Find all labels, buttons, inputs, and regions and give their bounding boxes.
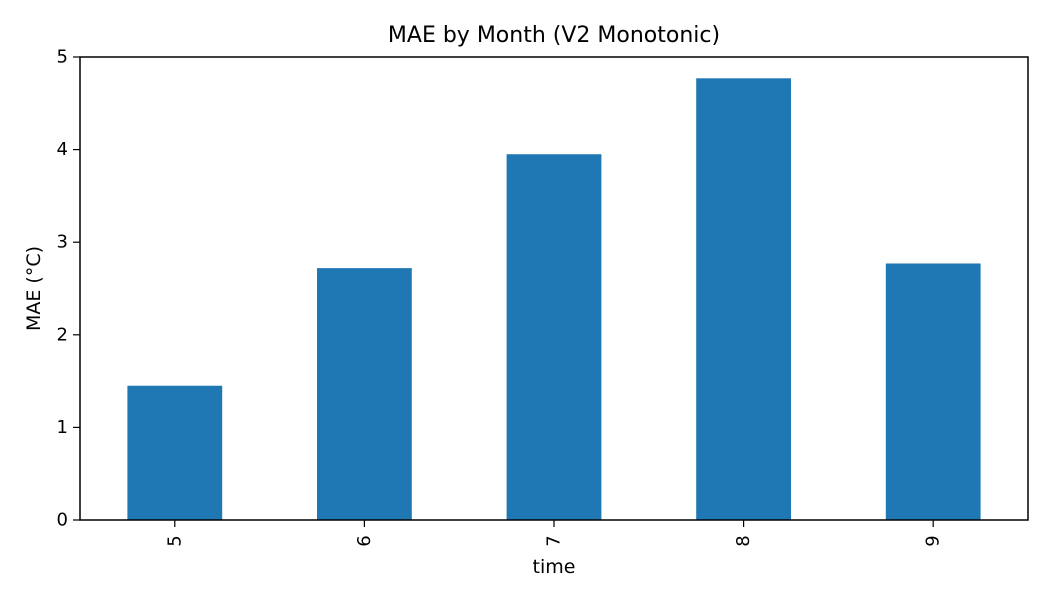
x-axis-ticks: 5 6 7 8 9: [164, 520, 944, 547]
x-tick-label: 6: [354, 535, 375, 546]
bar-9: [885, 263, 981, 520]
x-tick-label: 7: [544, 535, 565, 546]
y-tick-label: 4: [57, 139, 68, 160]
y-tick-label: 3: [57, 232, 68, 253]
y-tick-label: 1: [57, 417, 68, 438]
plot-frame: [79, 56, 1029, 521]
bar-8: [696, 78, 791, 520]
bar-5: [127, 385, 223, 520]
y-axis-ticks: 0 1 2 3 4 5: [57, 47, 80, 531]
x-tick-label: 8: [733, 535, 754, 546]
bars-group: [127, 78, 981, 521]
y-tick-label: 5: [57, 47, 68, 68]
y-axis-label: MAE (°C): [23, 246, 45, 331]
x-axis-label: time: [533, 556, 576, 578]
bar-7: [506, 154, 602, 521]
x-tick-label: 9: [923, 535, 944, 546]
bar-6: [317, 268, 412, 520]
y-tick-label: 0: [57, 510, 68, 531]
x-tick-label: 5: [164, 535, 185, 546]
chart-title: MAE by Month (V2 Monotonic): [388, 23, 720, 48]
y-tick-label: 2: [57, 324, 68, 345]
